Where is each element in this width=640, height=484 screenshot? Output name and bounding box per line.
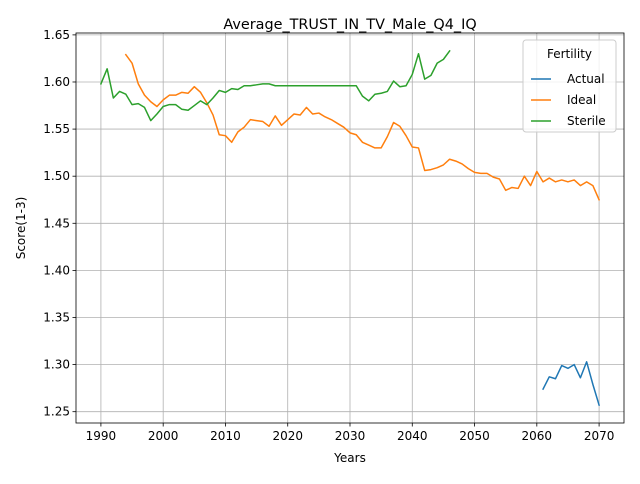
x-tick-label: 2010 bbox=[210, 429, 241, 443]
x-tick-label: 2060 bbox=[522, 429, 553, 443]
y-tick-label: 1.30 bbox=[43, 358, 70, 372]
legend: Fertility Actual Ideal Sterile bbox=[522, 39, 617, 133]
legend-box bbox=[522, 39, 617, 133]
y-tick-label: 1.35 bbox=[43, 310, 70, 324]
legend-label-actual: Actual bbox=[567, 72, 605, 86]
y-tick-label: 1.25 bbox=[43, 405, 70, 419]
y-axis-label: Score(1-3) bbox=[14, 197, 28, 260]
series-line-sterile bbox=[99, 49, 451, 122]
chart-title: Average_TRUST_IN_TV_Male_Q4_IQ bbox=[223, 17, 476, 33]
x-tick-label: 2050 bbox=[459, 429, 490, 443]
y-tick-label: 1.55 bbox=[43, 122, 70, 136]
x-tick-label: 2040 bbox=[397, 429, 428, 443]
x-axis-label: Years bbox=[333, 451, 366, 465]
y-tick-label: 1.45 bbox=[43, 216, 70, 230]
legend-title: Fertility bbox=[547, 47, 592, 61]
y-tick-label: 1.65 bbox=[43, 28, 70, 42]
legend-label-ideal: Ideal bbox=[567, 93, 596, 107]
y-tick-label: 1.40 bbox=[43, 263, 70, 277]
x-tick-label: 2000 bbox=[148, 429, 179, 443]
x-tick-label: 1990 bbox=[86, 429, 117, 443]
axes: 1990 2000 2010 2020 2030 2040 2050 2060 2070 1.25… bbox=[43, 28, 614, 443]
series-lines bbox=[99, 49, 601, 407]
series-line-actual bbox=[542, 361, 601, 407]
x-tick-label: 2020 bbox=[272, 429, 303, 443]
y-tick-label: 1.60 bbox=[43, 75, 70, 89]
y-tick-label: 1.50 bbox=[43, 169, 70, 183]
legend-entries: Actual Ideal Sterile bbox=[531, 72, 606, 128]
x-tick-label: 2030 bbox=[335, 429, 366, 443]
x-tick-label: 2070 bbox=[584, 429, 615, 443]
series-line-ideal bbox=[124, 53, 601, 201]
legend-label-sterile: Sterile bbox=[567, 114, 606, 128]
